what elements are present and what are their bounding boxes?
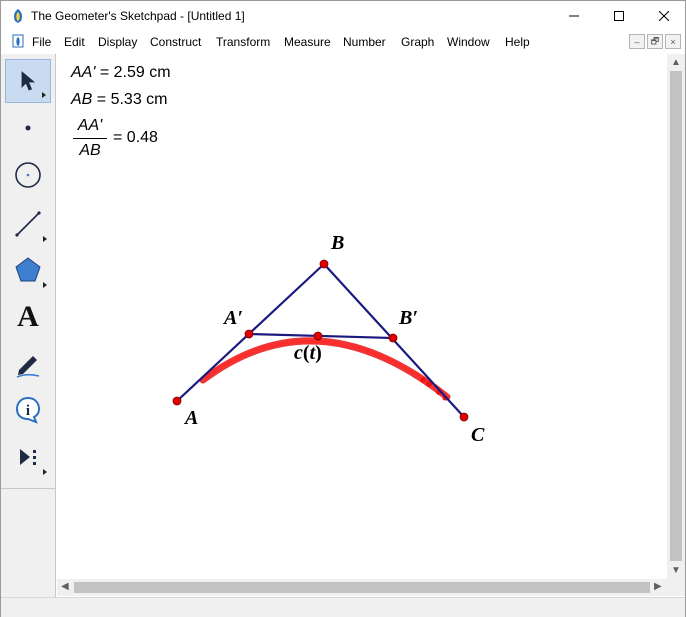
sketch-canvas[interactable]: AA' = 2.59 cm AB = 5.33 cm AA' AB = 0.48 <box>57 54 667 579</box>
menu-transform[interactable]: Transform <box>216 35 271 49</box>
minimize-button[interactable] <box>551 1 597 31</box>
menu-file[interactable]: File <box>32 35 52 49</box>
horizontal-scroll-thumb[interactable] <box>74 582 650 593</box>
scroll-down-icon[interactable]: ▼ <box>671 565 681 576</box>
menu-bar: File Edit Display Construct Transform Me… <box>1 31 685 53</box>
measurement-ab-label: AB <box>71 91 93 108</box>
ratio-fraction-bar <box>73 138 107 139</box>
custom-tool[interactable] <box>5 435 51 479</box>
segment-icon <box>15 211 41 237</box>
scroll-up-icon[interactable]: ▲ <box>671 57 681 68</box>
scroll-left-icon[interactable]: ◀ <box>61 581 69 592</box>
label-point-b[interactable]: B <box>331 232 345 254</box>
close-button[interactable] <box>641 1 686 31</box>
point-c-t[interactable] <box>313 331 323 341</box>
ratio-value: = 0.48 <box>113 129 158 146</box>
minimize-icon <box>569 15 579 17</box>
label-c-t-close-paren: ) <box>315 342 322 364</box>
info-glyph: i <box>26 403 30 419</box>
document-icon[interactable] <box>11 34 25 48</box>
point-a-prime[interactable] <box>244 329 254 339</box>
measurement-ab-value: = 5.33 cm <box>92 91 168 108</box>
locus-trace <box>199 337 451 401</box>
measurement-ratio[interactable]: AA' AB = 0.48 <box>73 117 193 165</box>
tool-submenu-indicator <box>43 236 47 242</box>
label-c-t-open-paren: ( <box>302 342 310 364</box>
point-b[interactable] <box>319 259 329 269</box>
marker-tool[interactable] <box>5 342 51 386</box>
close-icon <box>659 11 669 21</box>
straightedge-tool[interactable] <box>5 202 51 246</box>
text-tool[interactable]: A <box>5 295 51 339</box>
status-bar <box>1 597 685 617</box>
pen-icon <box>16 356 40 378</box>
menu-help[interactable]: Help <box>505 35 530 49</box>
measurement-ab[interactable]: AB = 5.33 cm <box>71 91 168 109</box>
mdi-minimize-button[interactable]: – <box>629 34 645 49</box>
pentagon-icon <box>15 257 41 282</box>
horizontal-scrollbar[interactable]: ◀ ▶ <box>57 579 667 596</box>
title-bar[interactable]: The Geometer's Sketchpad - [Untitled 1] <box>1 1 685 31</box>
point-tool[interactable] <box>5 106 51 150</box>
construction-drawing <box>172 259 469 422</box>
label-point-a[interactable]: A <box>185 407 199 429</box>
tool-submenu-indicator <box>43 469 47 475</box>
menu-graph[interactable]: Graph <box>401 35 435 49</box>
maximize-icon <box>614 11 624 21</box>
letter-a-icon: A <box>17 300 39 333</box>
toolbox: A i <box>1 54 56 597</box>
point-b-prime[interactable] <box>388 333 398 343</box>
arrow-cursor-icon <box>21 71 36 91</box>
scroll-right-icon[interactable]: ▶ <box>654 581 662 592</box>
info-icon: i <box>15 396 41 424</box>
label-c-t-function: c <box>294 342 303 364</box>
scrollbar-corner <box>667 579 685 596</box>
label-point-b-prime[interactable]: B′ <box>399 307 418 329</box>
play-dots-icon <box>20 449 36 465</box>
tool-submenu-indicator <box>43 282 47 288</box>
circle-icon <box>15 162 41 188</box>
label-point-c-t[interactable]: c(t) <box>294 342 322 365</box>
menu-window[interactable]: Window <box>447 35 490 49</box>
tool-submenu-indicator <box>42 92 46 98</box>
polygon-tool[interactable] <box>5 248 51 292</box>
label-point-c[interactable]: C <box>471 424 485 446</box>
selection-arrow-tool[interactable] <box>5 59 51 103</box>
mdi-close-button[interactable]: × <box>665 34 681 49</box>
measurement-aa-prime[interactable]: AA' = 2.59 cm <box>71 64 171 82</box>
point-a[interactable] <box>172 396 182 406</box>
mdi-restore-button[interactable]: 🗗 <box>647 34 663 49</box>
label-point-a-prime[interactable]: A′ <box>224 307 243 329</box>
menu-display[interactable]: Display <box>98 35 138 49</box>
ratio-denominator: AB <box>79 142 101 159</box>
vertical-scroll-thumb[interactable] <box>670 71 682 561</box>
menu-measure[interactable]: Measure <box>284 35 331 49</box>
sketchpad-logo-icon <box>14 9 22 23</box>
information-tool[interactable]: i <box>5 388 51 432</box>
vertical-scrollbar[interactable]: ▲ ▼ <box>667 54 685 579</box>
menu-edit[interactable]: Edit <box>64 35 85 49</box>
measurement-aa-prime-label: AA' <box>71 64 96 81</box>
point-c[interactable] <box>459 412 469 422</box>
menu-number[interactable]: Number <box>343 35 386 49</box>
ratio-numerator: AA' <box>77 117 103 134</box>
toolbox-divider <box>1 488 56 489</box>
compass-tool[interactable] <box>5 153 51 197</box>
point-icon <box>25 125 31 131</box>
window-title: The Geometer's Sketchpad - [Untitled 1] <box>31 9 245 23</box>
maximize-button[interactable] <box>596 1 642 31</box>
label-c-t-parameter: t <box>309 342 316 364</box>
menu-construct[interactable]: Construct <box>150 35 202 49</box>
measurement-aa-prime-value: = 2.59 cm <box>95 64 171 81</box>
